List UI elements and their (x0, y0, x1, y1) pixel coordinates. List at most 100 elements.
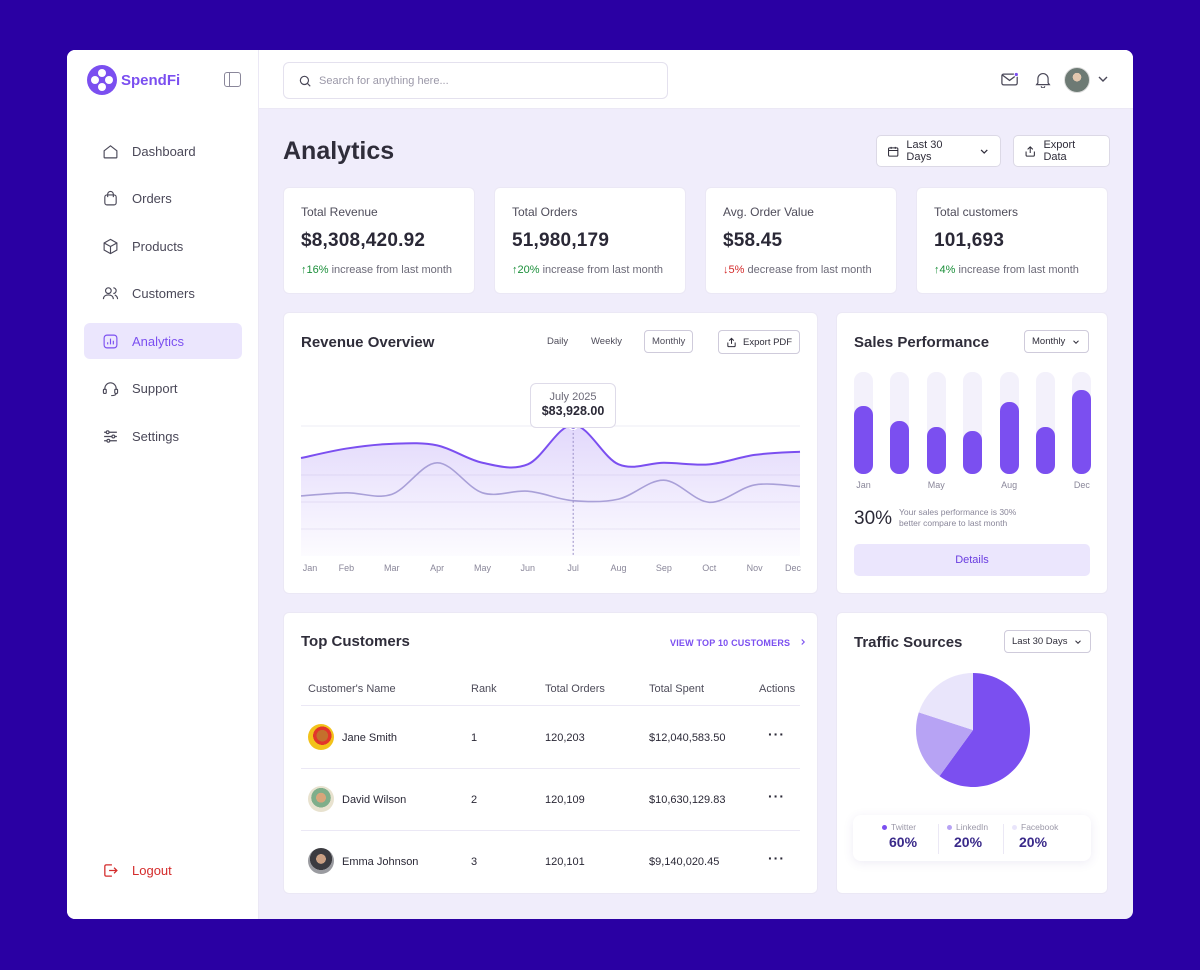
customer-name: Jane Smith (342, 732, 398, 744)
more-actions-icon[interactable]: ··· (768, 850, 785, 866)
brand[interactable]: SpendFi (87, 65, 180, 95)
kpi-value: 51,980,179 (512, 230, 610, 251)
sales-bar-track (963, 372, 983, 474)
customer-rank: 1 (471, 732, 478, 744)
x-tick-label: Aug (610, 563, 627, 573)
bag-icon (104, 190, 117, 206)
more-actions-icon[interactable]: ··· (768, 788, 785, 804)
sales-bar-track (1036, 372, 1055, 474)
traffic-title: Traffic Sources (854, 634, 963, 651)
revenue-series-line (300, 423, 801, 469)
export-pdf-button[interactable]: Export PDF (718, 330, 801, 354)
arrow-down-icon: ↓ (723, 264, 729, 276)
sidebar-item-analytics[interactable]: Analytics (84, 323, 242, 359)
x-tick-label: Sep (655, 563, 672, 573)
revenue-title: Revenue Overview (301, 334, 435, 351)
revenue-area (301, 424, 800, 556)
column-header: Customer's Name (308, 683, 396, 695)
x-tick-label: May (473, 563, 491, 573)
sales-title: Sales Performance (854, 334, 990, 351)
sliders-icon (104, 429, 117, 443)
sidebar-item-settings[interactable]: Settings (84, 418, 242, 454)
logout-label: Logout (132, 863, 172, 878)
headset-icon (102, 382, 119, 397)
user-avatar[interactable] (1064, 67, 1090, 93)
sidebar-item-dashboard[interactable]: Dashboard (84, 133, 242, 169)
customer-rank: 3 (471, 856, 478, 868)
customer-name: David Wilson (342, 794, 407, 806)
chevron-down-icon (1073, 339, 1080, 344)
legend-name: Facebook (1021, 822, 1059, 832)
sales-bar (1036, 427, 1055, 474)
more-actions-icon[interactable]: ··· (768, 726, 785, 742)
bell-icon[interactable] (1035, 71, 1051, 88)
sales-bar-track (999, 372, 1019, 474)
chevron-down-icon[interactable] (1098, 75, 1108, 83)
kpi-value: $58.45 (723, 230, 783, 251)
sidebar-item-support[interactable]: Support (84, 371, 242, 407)
sidebar-item-products[interactable]: Products (84, 228, 242, 264)
x-tick-label: Dec (784, 563, 802, 573)
legend-item-twitter: Twitter 60% (882, 822, 917, 850)
traffic-period-label: Last 30 Days (1012, 636, 1068, 647)
box-icon (103, 238, 118, 254)
column-header: Total Spent (649, 683, 705, 695)
chart-tooltip: July 2025 $83,928.00 (530, 383, 616, 428)
customer-orders: 120,203 (545, 732, 585, 744)
kpi-value: $8,308,420.92 (301, 230, 426, 251)
analytics-icon (103, 334, 118, 348)
sales-performance-card: Sales Performance Monthly Jan May Aug Dec 3… (836, 312, 1108, 594)
customer-orders: 120,109 (545, 794, 585, 806)
comparison-series-line (300, 461, 801, 504)
traffic-legend: Twitter 60% LinkedIn 20% Facebook 20% (853, 815, 1091, 861)
sales-percent: 30% (854, 508, 893, 529)
divider (301, 830, 800, 831)
x-tick-label: Jun (520, 563, 536, 573)
traffic-period-dropdown[interactable]: Last 30 Days (1004, 630, 1092, 653)
chevron-down-icon (1075, 639, 1082, 644)
home-icon (103, 144, 118, 158)
customer-spent: $9,140,020.45 (649, 856, 720, 868)
sales-note: Your sales performance is 30% better com… (899, 507, 1017, 528)
export-data-button[interactable]: Export Data (1013, 135, 1110, 167)
kpi-delta-pct: 16% (306, 264, 329, 276)
legend-item-linkedin: LinkedIn 20% (947, 822, 988, 850)
tab-weekly[interactable]: Weekly (591, 336, 622, 347)
logout-button[interactable]: Logout (102, 862, 172, 879)
customer-rank: 2 (471, 794, 478, 806)
tab-monthly[interactable]: Monthly (644, 330, 694, 353)
tooltip-label: July 2025 (549, 391, 597, 403)
brand-logo-icon (87, 65, 117, 95)
customer-spent: $10,630,129.83 (649, 794, 726, 806)
sidebar-item-customers[interactable]: Customers (84, 276, 242, 312)
search-box[interactable] (283, 62, 668, 99)
sidebar: SpendFi Dashboard Orders Products Custom… (67, 50, 259, 919)
sales-bar (854, 405, 873, 474)
sidebar-item-label: Analytics (132, 333, 185, 349)
calendar-icon (888, 146, 899, 157)
pie-slice-twitter (939, 673, 1030, 787)
mail-icon[interactable] (1001, 72, 1019, 87)
sales-bar (926, 427, 946, 474)
kpi-delta-text: decrease from last month (744, 264, 872, 276)
legend-value: 20% (1019, 834, 1048, 850)
x-tick-label: May (927, 480, 945, 490)
x-tick-label: Aug (1001, 480, 1018, 490)
details-button[interactable]: Details (854, 544, 1090, 576)
sales-bar-track (854, 372, 873, 474)
kpi-delta-text: increase from last month (328, 264, 453, 276)
sales-period-dropdown[interactable]: Monthly (1024, 330, 1090, 353)
revenue-overview-card: Revenue Overview Daily Weekly Monthly Ex… (283, 312, 818, 594)
avatar (308, 848, 334, 874)
sidebar-toggle-icon[interactable] (224, 72, 241, 87)
kpi-delta: ↑4% increase from last month (934, 264, 1090, 276)
sidebar-item-label: Customers (132, 286, 195, 301)
export-icon (727, 337, 736, 347)
tab-daily[interactable]: Daily (547, 336, 569, 347)
search-input[interactable] (319, 74, 639, 87)
view-top-customers-link[interactable]: VIEW TOP 10 CUSTOMERS (670, 637, 808, 648)
app-window: SpendFi Dashboard Orders Products Custom… (67, 50, 1133, 919)
date-range-dropdown[interactable]: Last 30 Days (876, 135, 1001, 167)
legend-value: 60% (889, 834, 918, 850)
sidebar-item-orders[interactable]: Orders (84, 181, 242, 217)
